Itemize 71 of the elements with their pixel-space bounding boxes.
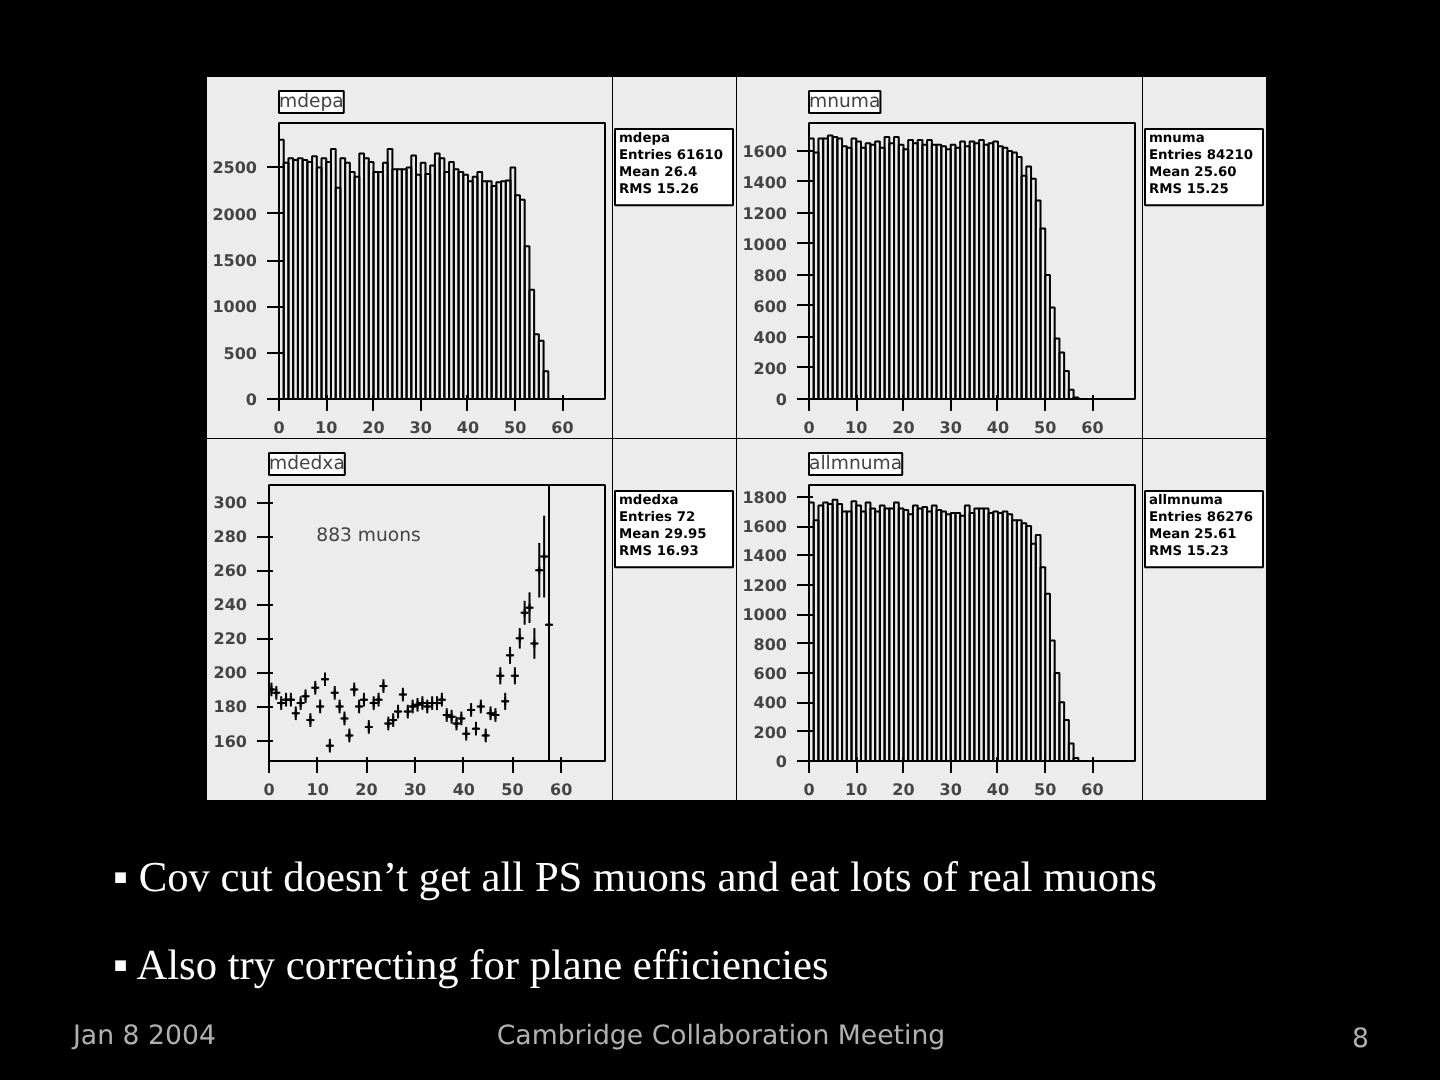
y-tick-label: 200 (213, 664, 248, 683)
x-tick-label: 60 (1081, 419, 1105, 437)
y-tick-label: 2500 (212, 159, 258, 178)
x-tick-label: 40 (986, 419, 1010, 437)
y-tick-label: 800 (753, 635, 788, 654)
y-tick-label: 300 (213, 494, 248, 513)
y-tick-label: 600 (753, 664, 788, 683)
y-tick-label: 1000 (742, 606, 788, 625)
x-tick-label: 20 (892, 419, 916, 437)
y-tick-label: 800 (753, 266, 788, 285)
y-tick-label: 1600 (742, 518, 788, 537)
x-tick-label: 40 (986, 781, 1010, 799)
x-tick-label: 50 (1034, 419, 1058, 437)
y-tick-label: 0 (245, 391, 258, 409)
x-tick-label: 40 (456, 419, 480, 437)
y-tick-label: 1400 (742, 173, 788, 192)
x-tick-label: 20 (355, 781, 379, 799)
chart-title: mnuma (809, 91, 881, 113)
x-tick-label: 30 (939, 781, 963, 799)
x-tick-label: 50 (501, 781, 525, 799)
y-tick-label: 2000 (212, 205, 258, 224)
y-tick-label: 500 (223, 344, 258, 363)
y-tick-label: 400 (753, 328, 788, 347)
y-tick-label: 1400 (742, 547, 788, 566)
annotation: 883 muons (316, 524, 422, 547)
y-tick-label: 240 (213, 596, 248, 615)
y-tick-label: 200 (753, 359, 788, 378)
x-tick-label: 10 (845, 781, 869, 799)
x-tick-label: 10 (315, 419, 339, 437)
y-tick-label: 600 (753, 297, 788, 316)
y-tick-label: 160 (213, 732, 248, 751)
y-tick-label: 1500 (212, 252, 258, 271)
y-tick-label: 1800 (742, 488, 788, 507)
x-tick-label: 40 (452, 781, 476, 799)
y-tick-label: 1000 (742, 235, 788, 254)
x-tick-label: 30 (409, 419, 433, 437)
chart-title: mdedxa (269, 453, 345, 475)
x-tick-label: 50 (504, 419, 528, 437)
y-tick-label: 0 (775, 391, 788, 409)
y-tick-label: 280 (213, 528, 248, 547)
x-tick-label: 0 (263, 781, 276, 799)
x-tick-label: 20 (892, 781, 916, 799)
text: Cambridge Collaboration Meeting (496, 1022, 946, 1052)
y-tick-label: 1200 (742, 204, 788, 223)
chart-title: allmnuma (809, 453, 903, 475)
x-tick-label: 30 (403, 781, 428, 799)
x-tick-label: 10 (845, 419, 869, 437)
y-tick-label: 1600 (742, 142, 788, 161)
x-tick-label: 0 (273, 419, 286, 437)
text: ▪ Also try correcting for plane efficiencies (113, 941, 829, 989)
text: ▪ Cov cut doesn’t get all PS muons and eat lots of real muons (113, 853, 1157, 901)
text: 8 (1352, 1025, 1370, 1055)
x-tick-label: 50 (1034, 781, 1058, 799)
x-tick-label: 60 (550, 781, 574, 799)
y-tick-label: 0 (775, 753, 788, 771)
y-tick-label: 400 (753, 694, 788, 713)
chart-title: mdepa (279, 91, 344, 113)
x-tick-label: 10 (306, 781, 330, 799)
y-tick-label: 1200 (742, 576, 788, 595)
x-tick-label: 30 (939, 419, 963, 437)
y-tick-label: 180 (213, 698, 248, 717)
y-tick-label: 260 (213, 562, 248, 581)
x-tick-label: 0 (803, 419, 816, 437)
x-tick-label: 20 (362, 419, 386, 437)
x-tick-label: 60 (1081, 781, 1105, 799)
x-tick-label: 60 (551, 419, 575, 437)
y-tick-label: 200 (753, 723, 788, 742)
text: Jan 8 2004 (71, 1022, 216, 1052)
y-tick-label: 220 (213, 630, 248, 649)
y-tick-label: 1000 (212, 298, 258, 317)
x-tick-label: 0 (803, 781, 816, 799)
